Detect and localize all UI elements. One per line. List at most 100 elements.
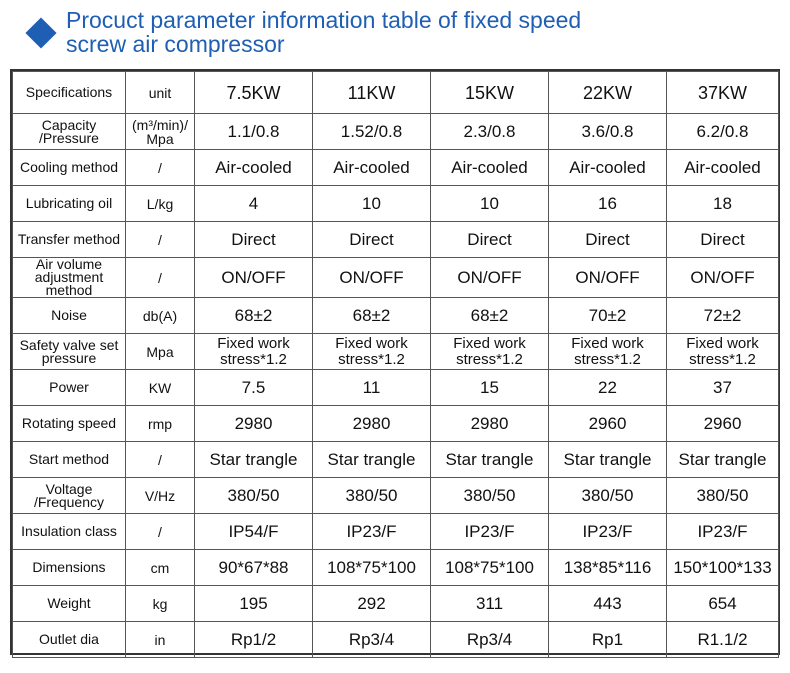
value-cell: 72±2	[666, 297, 779, 334]
value-cell: 1.52/0.8	[312, 113, 431, 150]
value-cell: 15	[430, 369, 549, 406]
value-cell: 2960	[666, 405, 779, 442]
table-row: Start method / Star trangle Star trangle Sta…	[12, 441, 779, 478]
value-cell: Air-cooled	[312, 149, 431, 186]
value-cell: IP23/F	[312, 513, 431, 550]
value-cell: 2960	[548, 405, 667, 442]
value-cell: 68±2	[430, 297, 549, 334]
value-cell: 654	[666, 585, 779, 622]
value-cell: 2980	[430, 405, 549, 442]
value-cell: ON/OFF	[312, 257, 431, 298]
column-header: 22KW	[548, 71, 667, 114]
table-header-row: Specifications unit 7.5KW 11KW 15KW 22KW…	[12, 71, 779, 114]
unit-cell: db(A)	[125, 297, 195, 334]
spec-cell: Noise	[12, 297, 126, 334]
spec-cell: Transfer method	[12, 221, 126, 258]
value-cell: 11	[312, 369, 431, 406]
table-row: Cooling method / Air-cooled Air-cooled Air-c…	[12, 149, 779, 186]
table-row: Insulation class / IP54/F IP23/F IP23/F IP23/…	[12, 513, 779, 550]
value-cell: 380/50	[430, 477, 549, 514]
value-cell: 108*75*100	[312, 549, 431, 586]
table-row: Dimensions cm 90*67*88 108*75*100 108*75*100…	[12, 549, 779, 586]
table-row: Capacity /Pressure (m³/min)/ Mpa 1.1/0.8 1.…	[12, 113, 779, 150]
unit-cell: /	[125, 221, 195, 258]
value-cell: Fixed work stress*1.2	[430, 333, 549, 370]
unit-cell: /	[125, 149, 195, 186]
value-cell: Air-cooled	[430, 149, 549, 186]
value-cell: ON/OFF	[548, 257, 667, 298]
value-cell: 10	[430, 185, 549, 222]
unit-cell: V/Hz	[125, 477, 195, 514]
spec-cell: Dimensions	[12, 549, 126, 586]
value-cell: IP23/F	[548, 513, 667, 550]
spec-cell: Start method	[12, 441, 126, 478]
value-cell: 195	[194, 585, 313, 622]
table-row: Outlet dia in Rp1/2 Rp3/4 Rp3/4 Rp1 R1.1/2	[12, 621, 779, 658]
value-cell: ON/OFF	[430, 257, 549, 298]
value-cell: 3.6/0.8	[548, 113, 667, 150]
value-cell: 138*85*116	[548, 549, 667, 586]
value-cell: Fixed work stress*1.2	[194, 333, 313, 370]
value-cell: Air-cooled	[666, 149, 779, 186]
value-cell: 7.5	[194, 369, 313, 406]
value-cell: Rp1	[548, 621, 667, 658]
value-cell: Direct	[430, 221, 549, 258]
spec-cell: Voltage /Frequency	[12, 477, 126, 514]
header: Procuct parameter information table of f…	[22, 6, 782, 60]
page-title: Procuct parameter information table of f…	[66, 8, 746, 56]
spec-cell: Cooling method	[12, 149, 126, 186]
value-cell: 2980	[194, 405, 313, 442]
value-cell: Fixed work stress*1.2	[548, 333, 667, 370]
value-cell: 380/50	[548, 477, 667, 514]
value-cell: 6.2/0.8	[666, 113, 779, 150]
value-cell: Star trangle	[666, 441, 779, 478]
spec-cell: Lubricating oil	[12, 185, 126, 222]
column-header: Specifications	[12, 71, 126, 114]
value-cell: 2980	[312, 405, 431, 442]
value-cell: ON/OFF	[194, 257, 313, 298]
table-row: Voltage /Frequency V/Hz 380/50 380/50 380/50…	[12, 477, 779, 514]
value-cell: Direct	[194, 221, 313, 258]
value-cell: 68±2	[194, 297, 313, 334]
table-row: Lubricating oil L/kg 4 10 10 16 18	[12, 185, 779, 222]
value-cell: 108*75*100	[430, 549, 549, 586]
value-cell: Star trangle	[194, 441, 313, 478]
unit-cell: /	[125, 257, 195, 298]
spec-cell: Outlet dia	[12, 621, 126, 658]
unit-cell: /	[125, 513, 195, 550]
unit-cell: cm	[125, 549, 195, 586]
value-cell: 380/50	[194, 477, 313, 514]
spec-cell: Insulation class	[12, 513, 126, 550]
value-cell: 380/50	[666, 477, 779, 514]
value-cell: 2.3/0.8	[430, 113, 549, 150]
value-cell: Star trangle	[430, 441, 549, 478]
value-cell: 150*100*133	[666, 549, 779, 586]
title-line-2: screw air compressor	[66, 31, 285, 57]
value-cell: 10	[312, 185, 431, 222]
table-row: Power KW 7.5 11 15 22 37	[12, 369, 779, 406]
value-cell: IP23/F	[430, 513, 549, 550]
value-cell: Direct	[666, 221, 779, 258]
column-header: 15KW	[430, 71, 549, 114]
value-cell: 70±2	[548, 297, 667, 334]
table-row: Transfer method / Direct Direct Direct Direct…	[12, 221, 779, 258]
value-cell: Rp3/4	[430, 621, 549, 658]
column-header: 7.5KW	[194, 71, 313, 114]
value-cell: R1.1/2	[666, 621, 779, 658]
value-cell: 4	[194, 185, 313, 222]
value-cell: Rp3/4	[312, 621, 431, 658]
unit-cell: L/kg	[125, 185, 195, 222]
spec-cell: Weight	[12, 585, 126, 622]
spec-cell: Power	[12, 369, 126, 406]
unit-cell: kg	[125, 585, 195, 622]
value-cell: 18	[666, 185, 779, 222]
value-cell: Fixed work stress*1.2	[312, 333, 431, 370]
diamond-icon	[25, 17, 57, 49]
value-cell: 16	[548, 185, 667, 222]
title-line-1: Procuct parameter information table of f…	[66, 7, 582, 33]
value-cell: Air-cooled	[548, 149, 667, 186]
spec-cell: Safety valve set pressure	[12, 333, 126, 370]
value-cell: Star trangle	[548, 441, 667, 478]
column-header: unit	[125, 71, 195, 114]
value-cell: Rp1/2	[194, 621, 313, 658]
